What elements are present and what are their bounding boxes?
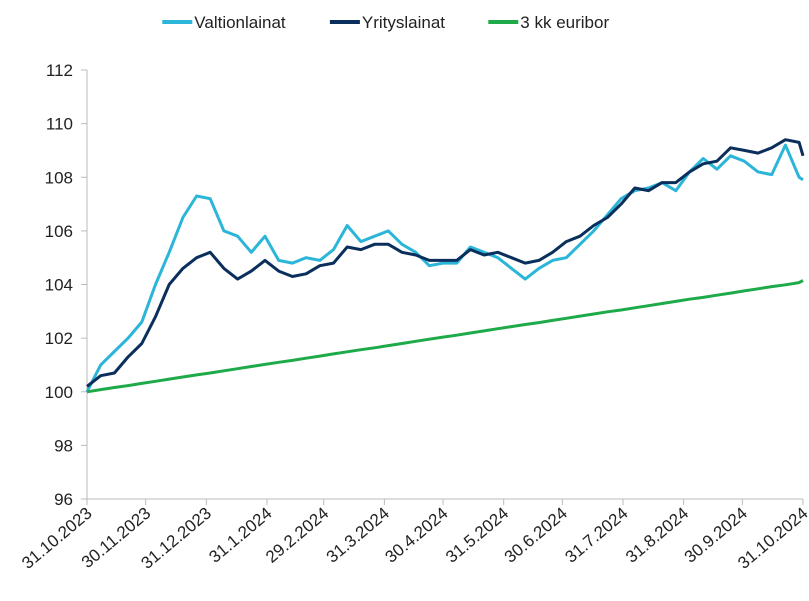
x-tick-label: 31.3.2024 <box>323 504 393 567</box>
y-tick-label: 104 <box>45 276 73 295</box>
x-tick-label: 30.6.2024 <box>501 504 571 567</box>
y-tick-label: 102 <box>45 329 73 348</box>
y-tick-label: 96 <box>54 490 73 509</box>
legend-label: Yrityslainat <box>362 13 445 32</box>
series-line <box>86 279 804 394</box>
x-tick-label: 31.8.2024 <box>622 504 692 567</box>
y-tick-label: 108 <box>45 168 73 187</box>
y-tick-label: 98 <box>54 436 73 455</box>
series-line <box>85 143 804 393</box>
x-tick-label: 31.5.2024 <box>442 504 512 567</box>
x-tick-label: 29.2.2024 <box>262 504 332 567</box>
series-line <box>86 138 805 388</box>
y-tick-label: 112 <box>46 61 73 80</box>
x-tick-label: 31.1.2024 <box>205 504 275 567</box>
x-tick-label: 30.4.2024 <box>381 504 451 567</box>
y-tick-label: 106 <box>45 222 73 241</box>
y-tick-label: 110 <box>46 115 73 134</box>
legend-label: 3 kk euribor <box>520 13 609 32</box>
y-tick-label: 100 <box>45 383 73 402</box>
x-tick-label: 31.7.2024 <box>561 504 631 567</box>
legend-label: Valtionlainat <box>194 13 286 32</box>
